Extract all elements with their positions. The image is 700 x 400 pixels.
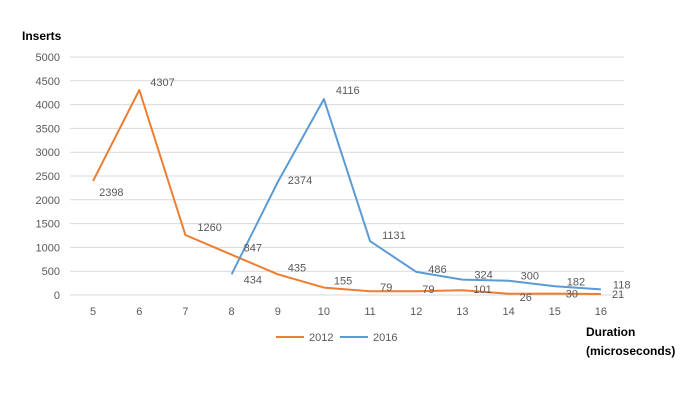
gridlines <box>70 56 624 296</box>
x-tick-label: 15 <box>549 306 561 318</box>
y-axis-ticks: 0 500 1000 1500 2000 2500 3000 3500 4000 4500 5000 <box>36 52 60 302</box>
x-axis-ticks: 5 6 7 8 9 10 11 12 13 14 15 16 <box>90 306 607 318</box>
x-tick-label: 11 <box>364 306 375 318</box>
x-axis-title-line-1: Duration <box>586 325 635 339</box>
data-label-2016-11: 1131 <box>382 230 406 242</box>
y-tick-label: 3000 <box>36 147 60 159</box>
series-line-2012 <box>92 89 601 295</box>
data-label-2012-12: 79 <box>422 284 434 296</box>
y-tick-label: 2500 <box>36 171 60 183</box>
x-tick-label: 7 <box>182 306 188 318</box>
data-label-2012-13: 101 <box>473 284 491 296</box>
data-label-2012-14: 26 <box>520 292 532 304</box>
y-axis-title: Inserts <box>22 29 62 43</box>
x-tick-label: 10 <box>318 306 330 318</box>
y-tick-label: 3500 <box>36 123 60 135</box>
data-label-2012-11: 79 <box>380 282 392 294</box>
x-tick-label: 13 <box>456 306 468 318</box>
y-tick-label: 4000 <box>36 100 60 112</box>
y-tick-label: 4500 <box>36 76 60 88</box>
y-tick-label: 5000 <box>36 52 60 64</box>
data-label-2016-9: 2374 <box>288 175 312 187</box>
data-label-2012-10: 155 <box>334 276 352 288</box>
legend-label-2012: 2012 <box>309 332 333 344</box>
y-tick-label: 1500 <box>36 219 60 231</box>
data-label-2012-6: 4307 <box>150 77 174 89</box>
data-label-2016-16: 118 <box>613 279 631 291</box>
data-label-2016-13: 324 <box>474 270 492 282</box>
data-label-2012-7: 1260 <box>197 222 221 234</box>
y-tick-label: 2000 <box>36 195 60 207</box>
legend: 2012 2016 <box>276 332 397 344</box>
y-tick-label: 500 <box>42 266 60 278</box>
data-label-2016-14: 300 <box>521 271 539 283</box>
data-label-2016-12: 486 <box>428 264 446 276</box>
series-line-2016 <box>230 98 601 291</box>
data-label-2012-9: 435 <box>288 262 306 274</box>
x-tick-label: 6 <box>136 306 142 318</box>
x-tick-label: 5 <box>90 306 96 318</box>
y-tick-label: 1000 <box>36 242 60 254</box>
x-tick-label: 12 <box>410 306 422 318</box>
legend-label-2016: 2016 <box>373 332 397 344</box>
x-tick-label: 9 <box>275 306 281 318</box>
data-label-2016-10: 4116 <box>336 85 360 97</box>
data-label-2012-8: 847 <box>244 243 262 255</box>
x-tick-label: 16 <box>595 306 607 318</box>
x-tick-label: 14 <box>502 306 514 318</box>
data-labels: 2398 4307 1260 847 435 155 79 79 101 26 30 21 434 237… <box>99 77 630 304</box>
y-tick-label: 0 <box>54 290 60 302</box>
data-label-2016-8: 434 <box>244 274 262 286</box>
data-label-2012-15: 30 <box>566 289 578 301</box>
data-label-2012-16: 21 <box>612 289 624 301</box>
series-lines <box>92 89 601 295</box>
x-axis-title-line-2: (microseconds) <box>586 344 675 358</box>
data-label-2016-15: 182 <box>567 276 585 288</box>
data-label-2012-5: 2398 <box>99 187 123 199</box>
x-tick-label: 8 <box>229 306 235 318</box>
